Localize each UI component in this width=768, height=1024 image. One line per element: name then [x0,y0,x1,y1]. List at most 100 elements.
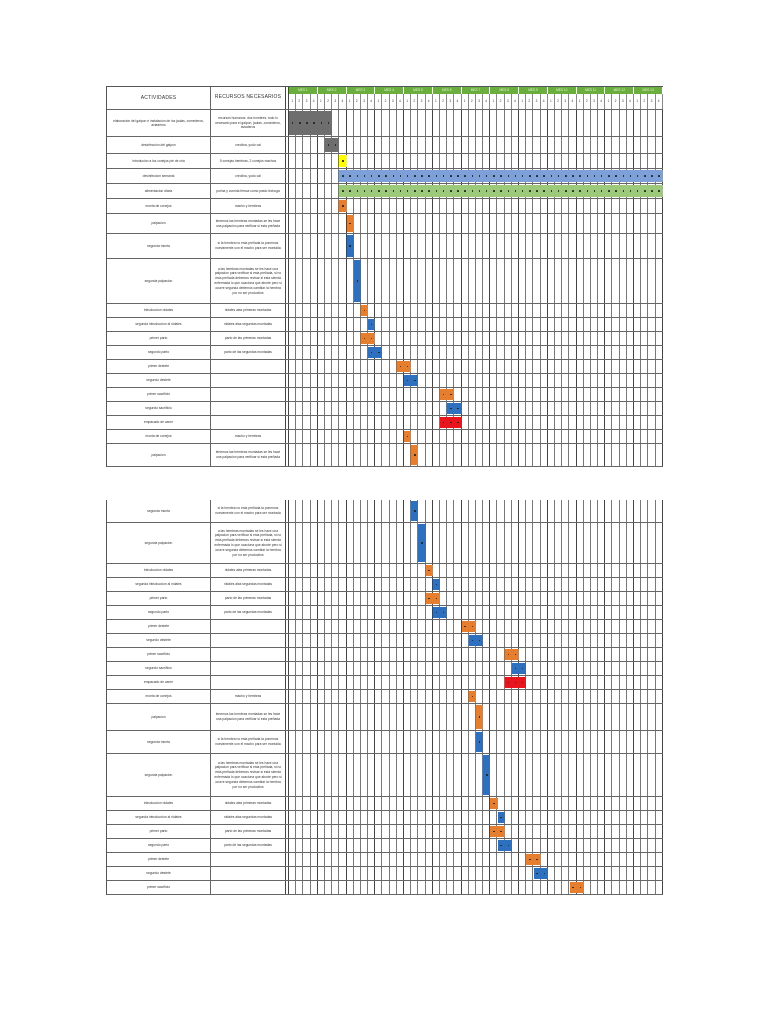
week-cell [311,154,318,168]
week-cell [483,444,491,466]
week-cell [318,564,325,577]
week-cell [634,500,642,522]
week-cell [375,634,383,647]
week-cell [533,797,541,810]
week-cell [483,332,491,345]
bar-marker-icon [457,421,459,424]
week-cell [591,318,599,331]
table-row: desinfeccion semanal creolina, yodo cal [107,169,663,184]
week-cell [411,304,419,317]
week-cell [634,564,642,577]
week-cell [476,374,484,387]
week-cell [397,867,404,880]
week-cell [347,754,354,796]
week-cell [382,346,390,359]
table-row: segunda intruduccion al nidales nidales a… [107,811,663,825]
week-label: 1 [519,94,527,109]
week-cell [411,839,419,852]
week-cell [454,578,462,591]
week-cell [641,578,649,591]
timeline-cells [289,797,663,810]
activity-cell: segundo parto [107,839,211,852]
week-cell [462,137,469,153]
week-cell [325,402,333,415]
week-cell [382,648,390,661]
bar-marker-icon [514,190,517,192]
week-cell [656,606,663,619]
week-cell [368,360,376,373]
week-cell [555,853,563,866]
week-cell [512,332,519,345]
table-row: segunda palpacion a las hembras montadas … [107,259,663,304]
week-cell [311,606,318,619]
week-cell [548,388,555,401]
week-cell [347,444,354,466]
week-cell [375,578,383,591]
bar-marker-icon [327,144,330,146]
week-cell [354,754,361,796]
week-cell [375,318,383,331]
week-cell [361,634,369,647]
activity-cell: segundo destete [107,634,211,647]
week-cell [382,690,390,703]
week-cell [476,648,484,661]
week-cell [397,690,404,703]
week-cell [318,214,325,233]
week-cell [375,416,383,429]
week-cell [332,797,340,810]
week-cell [555,360,563,373]
week-cell [318,797,325,810]
week-cell [497,199,505,213]
week-cell [318,416,325,429]
week-label: 1 [404,94,412,109]
week-cell [627,867,634,880]
week-cell [296,676,304,689]
week-cell [354,811,361,824]
week-cell [462,754,469,796]
week-cell [541,214,548,233]
bar-marker-icon [500,190,502,192]
week-cell [627,811,634,824]
week-cell [303,839,311,852]
week-cell [526,690,534,703]
week-cell [483,388,491,401]
week-cell [605,867,613,880]
week-cell [462,592,469,605]
week-cell [548,374,555,387]
resources-cell: si la hembra no esta preñada la ponemos … [211,500,286,522]
week-cell [641,881,649,894]
week-cell [591,259,599,303]
week-cell [555,259,563,303]
week-cell [397,346,404,359]
week-cell [562,304,570,317]
week-label: 2 [296,94,304,109]
week-cell [577,388,584,401]
timeline-cells [289,137,663,153]
week-cell [447,648,455,661]
week-cell [469,867,476,880]
week-cell [519,444,527,466]
week-cell [555,662,563,675]
week-cell [382,578,390,591]
week-cell [634,110,642,136]
week-cell [469,259,476,303]
bar-marker-icon [406,435,409,438]
week-cell [512,731,519,753]
week-cell [627,500,634,522]
week-cell [641,199,649,213]
week-cell [648,374,656,387]
week-cell [526,318,534,331]
week-cell [533,402,541,415]
week-cell [347,578,354,591]
activity-cell: intruduccion nidales [107,564,211,577]
week-cell [526,388,534,401]
week-cell [519,110,527,136]
bar-marker-icon [557,175,560,177]
week-cell [512,259,519,303]
week-label: 2 [440,94,448,109]
week-cell [296,881,304,894]
week-cell [347,704,354,730]
week-cell [339,332,347,345]
week-cell [296,214,304,233]
week-cell [303,388,311,401]
